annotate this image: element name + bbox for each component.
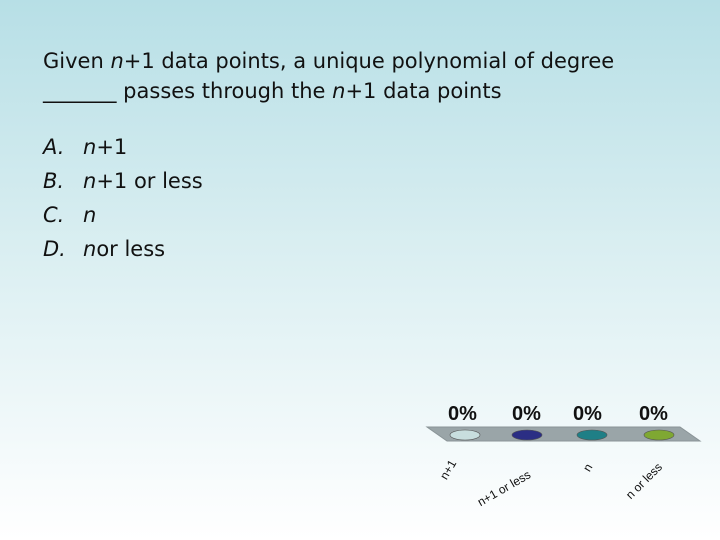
option-letter: C.	[43, 203, 65, 227]
bar-1	[511, 429, 543, 441]
value-label-2: 0%	[573, 403, 602, 425]
option-variable: n	[83, 203, 97, 227]
option-letter: B.	[43, 169, 65, 193]
question-variable: n	[110, 49, 124, 73]
value-label-0: 0%	[448, 403, 477, 425]
option-d[interactable]: D. n or less	[43, 232, 203, 266]
option-text: or less	[96, 237, 166, 261]
option-b[interactable]: B. n +1 or less	[43, 164, 203, 198]
option-variable: n	[83, 169, 97, 193]
option-text: +1 or less	[96, 169, 203, 193]
value-label-3: 0%	[639, 403, 668, 425]
answer-blank: _______	[43, 79, 117, 103]
question-text-part: +1 data points, a unique polynomial of d…	[123, 49, 615, 73]
question-variable: n	[332, 79, 346, 103]
question-text-part: Given	[43, 49, 111, 73]
option-letter: D.	[43, 237, 66, 261]
bar-2	[576, 429, 608, 441]
option-variable: n	[83, 135, 97, 159]
option-c[interactable]: C. n	[43, 198, 203, 232]
answer-options: A. n +1 B. n +1 or less C. n D. n or less	[43, 130, 203, 266]
value-label-1: 0%	[512, 403, 541, 425]
bar-3	[643, 429, 675, 441]
option-text: +1	[96, 135, 128, 159]
option-variable: n	[83, 237, 97, 261]
question-text: Given n+1 data points, a unique polynomi…	[43, 46, 683, 106]
chart-canvas	[425, 426, 702, 442]
option-a[interactable]: A. n +1	[43, 130, 203, 164]
chart-floor	[425, 426, 702, 442]
question-text-part: +1 data points	[345, 79, 502, 103]
option-letter: A.	[43, 135, 65, 159]
response-chart: 0% n+1 0% n+1 or less 0% n 0% n or less	[415, 395, 720, 535]
bar-0	[449, 429, 481, 441]
question-text-part: passes through the	[116, 79, 333, 103]
